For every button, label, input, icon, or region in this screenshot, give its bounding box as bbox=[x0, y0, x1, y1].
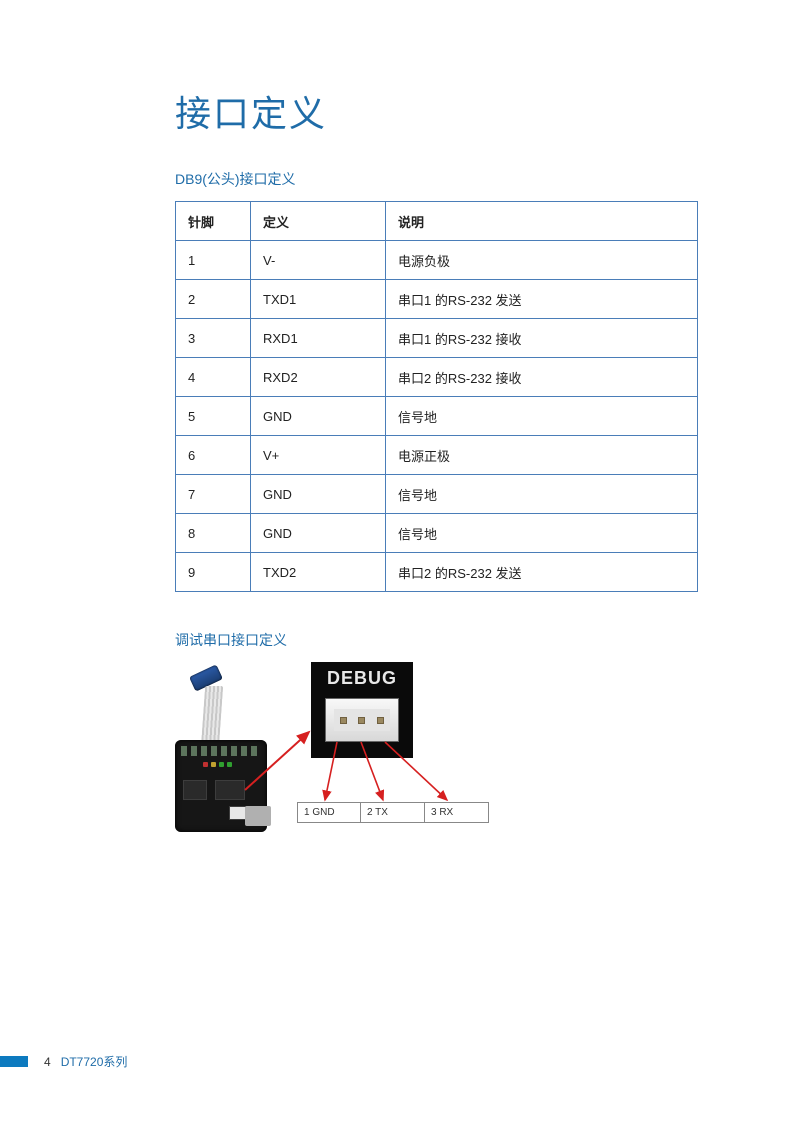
pin-label-3: 3 RX bbox=[425, 802, 489, 823]
table-cell: 串口1 的RS-232 发送 bbox=[386, 280, 698, 319]
table-cell: 串口1 的RS-232 接收 bbox=[386, 319, 698, 358]
product-series: DT7720系列 bbox=[61, 1053, 128, 1070]
pcb-board bbox=[175, 740, 267, 832]
table-row: 1V-电源负极 bbox=[176, 241, 698, 280]
footer-accent-bar bbox=[0, 1056, 28, 1067]
table-header-row: 针脚 定义 说明 bbox=[176, 202, 698, 241]
sim-slot-icon bbox=[245, 806, 271, 826]
status-led bbox=[227, 762, 232, 767]
page-number: 4 bbox=[44, 1055, 51, 1069]
table-cell: 6 bbox=[176, 436, 251, 475]
table-cell: GND bbox=[251, 514, 386, 553]
table-row: 3RXD1串口1 的RS-232 接收 bbox=[176, 319, 698, 358]
pin-label-2: 2 TX bbox=[361, 802, 425, 823]
table-cell: 7 bbox=[176, 475, 251, 514]
table-cell: 2 bbox=[176, 280, 251, 319]
chip-icon bbox=[215, 780, 245, 800]
table-cell: TXD1 bbox=[251, 280, 386, 319]
table-row: 6V+电源正极 bbox=[176, 436, 698, 475]
status-led bbox=[203, 762, 208, 767]
table-cell: RXD1 bbox=[251, 319, 386, 358]
table-cell: 信号地 bbox=[386, 514, 698, 553]
section-db9: DB9(公头)接口定义 针脚 定义 说明 1V-电源负极2TXD1串口1 的RS… bbox=[175, 169, 698, 592]
pin-label-1: 1 GND bbox=[297, 802, 361, 823]
debug-pin-labels: 1 GND 2 TX 3 RX bbox=[297, 802, 489, 823]
section-title-debug: 调试串口接口定义 bbox=[175, 630, 698, 650]
section-debug: 调试串口接口定义 DEBUG bbox=[175, 630, 698, 862]
table-row: 4RXD2串口2 的RS-232 接收 bbox=[176, 358, 698, 397]
table-row: 2TXD1串口1 的RS-232 发送 bbox=[176, 280, 698, 319]
table-cell: 电源正极 bbox=[386, 436, 698, 475]
table-cell: 串口2 的RS-232 接收 bbox=[386, 358, 698, 397]
debug-pin-2 bbox=[358, 717, 365, 724]
section-title-db9: DB9(公头)接口定义 bbox=[175, 169, 698, 189]
debug-diagram: DEBUG 1 GND 2 TX 3 RX bbox=[175, 662, 505, 862]
th-def: 定义 bbox=[251, 202, 386, 241]
status-led bbox=[211, 762, 216, 767]
table-cell: 3 bbox=[176, 319, 251, 358]
table-cell: 信号地 bbox=[386, 475, 698, 514]
th-pin: 针脚 bbox=[176, 202, 251, 241]
table-row: 5GND信号地 bbox=[176, 397, 698, 436]
status-led bbox=[219, 762, 224, 767]
table-cell: 电源负极 bbox=[386, 241, 698, 280]
page-footer: 4 DT7720系列 bbox=[0, 1053, 127, 1070]
table-cell: V+ bbox=[251, 436, 386, 475]
debug-port bbox=[325, 698, 399, 742]
chip-icon bbox=[183, 780, 207, 800]
table-cell: V- bbox=[251, 241, 386, 280]
table-cell: GND bbox=[251, 397, 386, 436]
debug-pin-3 bbox=[377, 717, 384, 724]
table-cell: 9 bbox=[176, 553, 251, 592]
table-cell: 8 bbox=[176, 514, 251, 553]
debug-text-label: DEBUG bbox=[311, 662, 413, 689]
table-row: 7GND信号地 bbox=[176, 475, 698, 514]
debug-pin-1 bbox=[340, 717, 347, 724]
table-cell: RXD2 bbox=[251, 358, 386, 397]
th-desc: 说明 bbox=[386, 202, 698, 241]
db9-table: 针脚 定义 说明 1V-电源负极2TXD1串口1 的RS-232 发送3RXD1… bbox=[175, 201, 698, 592]
page-title: 接口定义 bbox=[175, 85, 698, 137]
table-cell: 4 bbox=[176, 358, 251, 397]
ribbon-cable bbox=[201, 686, 223, 748]
table-cell: TXD2 bbox=[251, 553, 386, 592]
table-cell: 信号地 bbox=[386, 397, 698, 436]
debug-connector-closeup: DEBUG bbox=[311, 662, 413, 758]
table-cell: GND bbox=[251, 475, 386, 514]
table-cell: 5 bbox=[176, 397, 251, 436]
table-row: 8GND信号地 bbox=[176, 514, 698, 553]
table-cell: 串口2 的RS-232 发送 bbox=[386, 553, 698, 592]
table-row: 9TXD2串口2 的RS-232 发送 bbox=[176, 553, 698, 592]
table-cell: 1 bbox=[176, 241, 251, 280]
